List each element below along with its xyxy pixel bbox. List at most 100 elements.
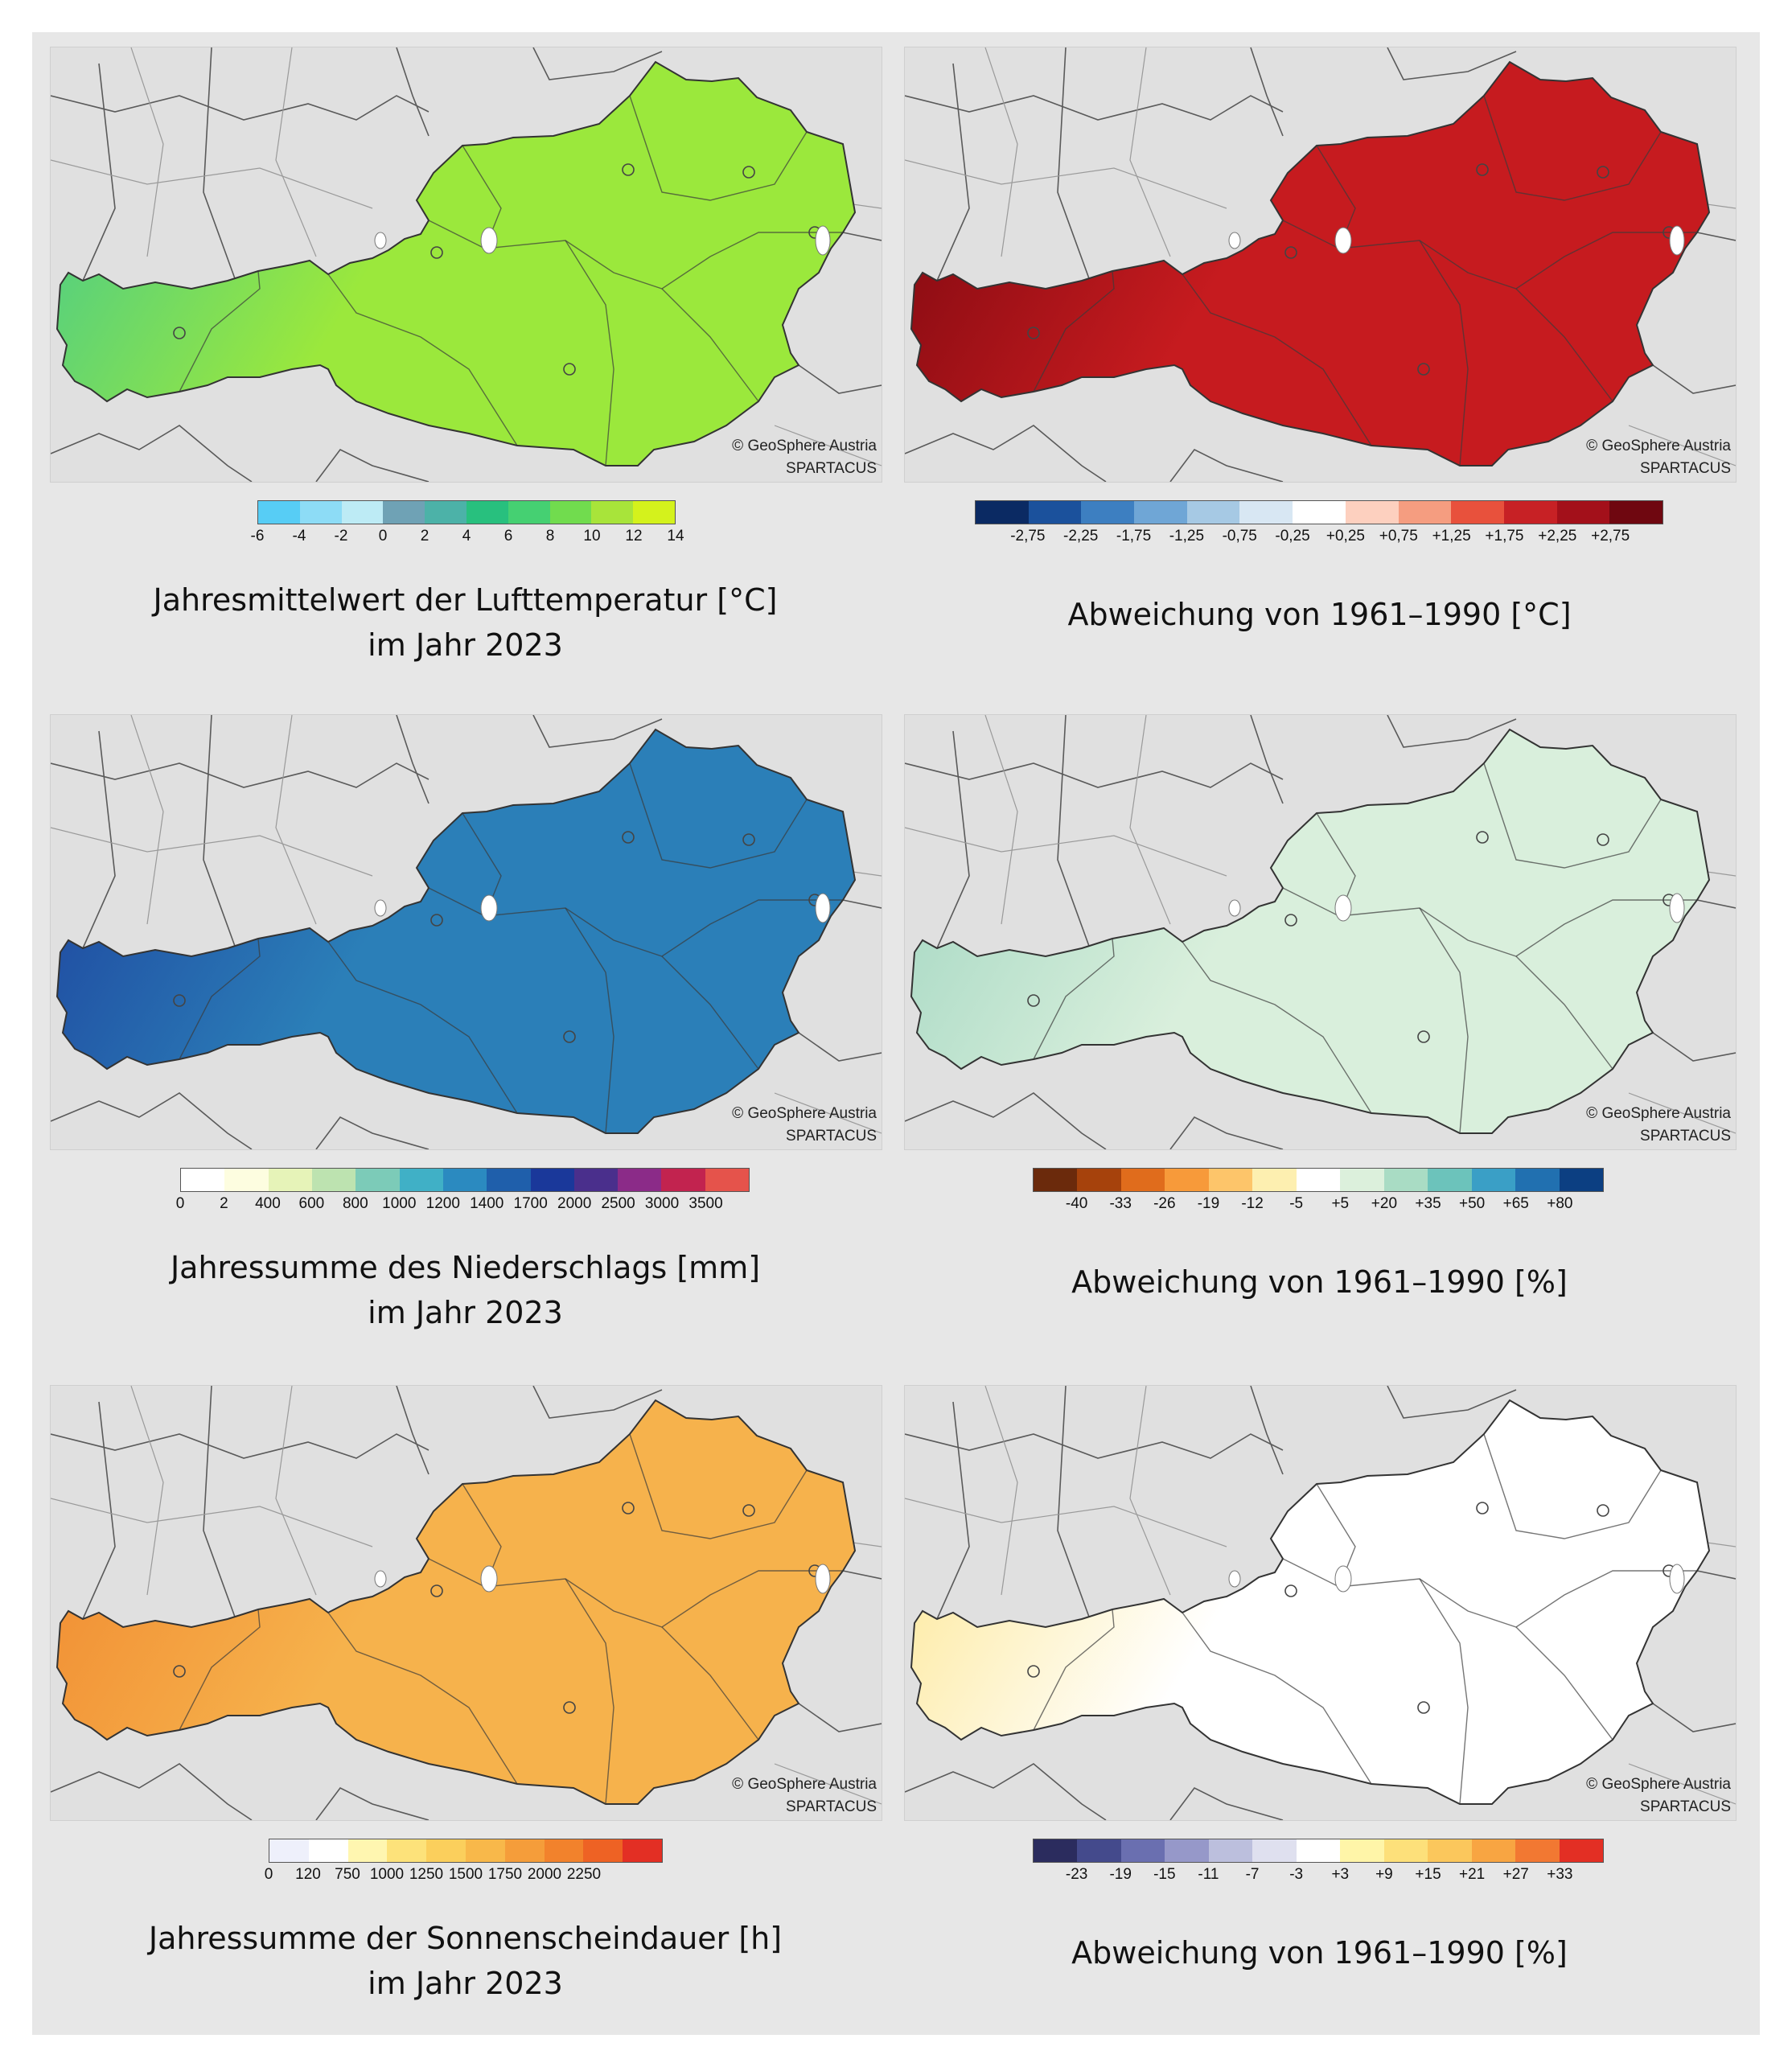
- legend-swatch: [1451, 501, 1504, 524]
- country-border: [905, 1092, 1107, 1149]
- legend-tick-label: 1500: [448, 1866, 483, 1883]
- legend-swatch: [705, 1169, 750, 1191]
- legend-tick-label: -5: [1289, 1195, 1304, 1212]
- country-border: [51, 1092, 253, 1149]
- country-border: [396, 715, 430, 804]
- city-marker: [622, 831, 635, 844]
- legend-tick-label: 12: [625, 528, 643, 545]
- lake: [1669, 225, 1685, 256]
- state-border: [1515, 1626, 1613, 1740]
- city-marker: [563, 1701, 576, 1714]
- legend-colorbar: [180, 1168, 750, 1192]
- legend-swatch: [1609, 501, 1663, 524]
- caption-line-1: Jahressumme des Niederschlags [mm]: [170, 1250, 761, 1285]
- legend-tick-label: 1000: [382, 1195, 417, 1212]
- river-line: [51, 1498, 373, 1547]
- country-border: [798, 1032, 882, 1062]
- legend-swatch: [268, 1169, 312, 1191]
- legend-tick-label: +21: [1459, 1866, 1486, 1883]
- legend-swatch: [1559, 1169, 1604, 1191]
- city-marker: [1284, 914, 1297, 927]
- legend-swatch: [269, 1839, 309, 1862]
- color-legend: -6 -4 -2 0 2 4 6 8 10 12 14: [251, 500, 684, 557]
- legend-colorbar: [975, 500, 1663, 524]
- country-border: [82, 1401, 116, 1620]
- legend-swatch: [1034, 1169, 1078, 1191]
- state-border: [428, 887, 843, 957]
- lake: [1334, 894, 1352, 922]
- credit-dataset: SPARTACUS: [1640, 1798, 1731, 1815]
- country-border: [936, 730, 970, 949]
- legend-tick-label: +15: [1415, 1866, 1441, 1883]
- legend-swatch: [487, 1169, 531, 1191]
- river-line: [1628, 1763, 1736, 1805]
- legend-tick-label: +1,25: [1432, 528, 1471, 545]
- legend-tick-label: 750: [335, 1866, 360, 1883]
- country-border: [1169, 1786, 1284, 1820]
- map-credit: © GeoSphere Austria SPARTACUS: [1586, 1103, 1731, 1148]
- map-view: © GeoSphere Austria SPARTACUS: [904, 1385, 1737, 1821]
- city-marker: [1417, 1701, 1430, 1714]
- legend-tick-label: +0,25: [1326, 528, 1365, 545]
- lake: [374, 899, 387, 917]
- austria-shape: [910, 1399, 1711, 1805]
- legend-swatch: [1208, 1169, 1253, 1191]
- river-line: [51, 827, 373, 877]
- state-border: [629, 1433, 808, 1539]
- lake: [815, 225, 831, 256]
- legend-tick-label: -4: [292, 528, 306, 545]
- legend-swatch: [425, 501, 466, 524]
- state-border: [179, 270, 261, 392]
- city-marker: [1027, 994, 1040, 1007]
- city-marker: [1476, 1502, 1489, 1514]
- figure-frame: © GeoSphere Austria SPARTACUS -6 -4 -2 0 2 4 6 8 1…: [32, 32, 1760, 2035]
- legend-tick-label: 1700: [513, 1195, 548, 1212]
- legend-swatch: [356, 1169, 400, 1191]
- city-marker: [1597, 1504, 1609, 1517]
- legend-tick-label: -0,75: [1222, 528, 1257, 545]
- city-marker: [1284, 246, 1297, 259]
- state-border: [1419, 1578, 1469, 1805]
- country-border: [1250, 47, 1284, 137]
- lake: [1669, 1564, 1685, 1594]
- map-view: © GeoSphere Austria SPARTACUS: [50, 714, 882, 1150]
- legend-tick-label: 2000: [557, 1195, 592, 1212]
- legend-tick-label: -6: [250, 528, 265, 545]
- river-line: [905, 159, 1227, 209]
- country-border: [1250, 715, 1284, 804]
- country-border: [315, 1116, 430, 1149]
- legend-tick-label: +3: [1331, 1866, 1350, 1883]
- river-line: [984, 47, 1018, 257]
- legend-swatch: [1398, 501, 1452, 524]
- country-border: [203, 47, 236, 282]
- country-border: [1387, 715, 1517, 748]
- legend-swatch: [341, 501, 384, 524]
- legend-tick-label: 3000: [644, 1195, 680, 1212]
- country-border: [1652, 1032, 1736, 1062]
- credit-copyright: © GeoSphere Austria: [1586, 1776, 1731, 1793]
- city-marker: [742, 833, 755, 846]
- lake: [480, 1565, 498, 1593]
- river-line: [275, 1386, 317, 1596]
- legend-tick-label: +2,25: [1538, 528, 1577, 545]
- country-border: [51, 1433, 430, 1459]
- legend-swatch: [1120, 1169, 1165, 1191]
- legend-swatch: [1556, 501, 1610, 524]
- country-border: [798, 364, 882, 394]
- legend-colorbar: [269, 1839, 663, 1863]
- legend-tick-label: -2: [334, 528, 348, 545]
- state-border: [629, 762, 808, 869]
- country-border: [936, 63, 970, 282]
- country-border: [396, 1386, 430, 1475]
- austria-map: [51, 47, 882, 482]
- austria-map: [905, 47, 1736, 482]
- caption-line-2: im Jahr 2023: [368, 627, 563, 663]
- state-border: [1033, 270, 1115, 392]
- legend-swatch: [1252, 1169, 1297, 1191]
- legend-tick-label: 3500: [688, 1195, 723, 1212]
- legend-tick-label: 1750: [487, 1866, 523, 1883]
- legend-swatch: [544, 1839, 584, 1862]
- legend-ticks: -2,75 -2,25 -1,75 -1,25 -0,75 -0,25 +0,25 +0,75…: [975, 528, 1663, 552]
- legend-swatch: [1134, 501, 1187, 524]
- legend-swatch: [618, 1169, 662, 1191]
